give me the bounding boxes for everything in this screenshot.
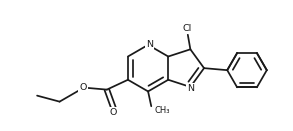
Text: N: N [146, 40, 153, 49]
Text: O: O [110, 108, 117, 117]
Text: CH₃: CH₃ [154, 106, 170, 115]
Text: N: N [187, 84, 194, 92]
Text: O: O [79, 83, 87, 92]
Text: Cl: Cl [182, 24, 191, 33]
